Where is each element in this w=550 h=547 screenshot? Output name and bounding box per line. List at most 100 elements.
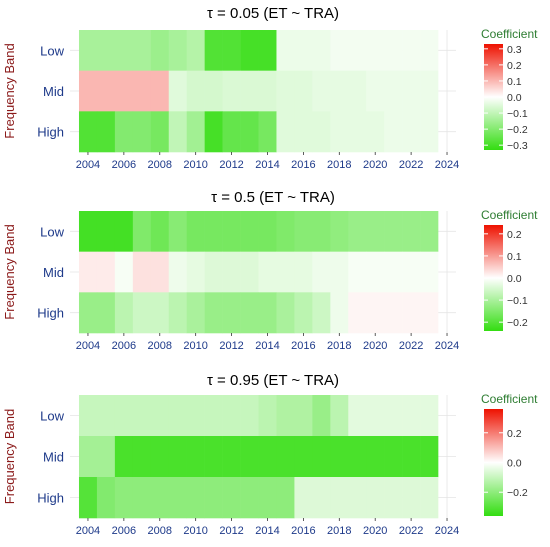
- heatmap-cell: [420, 292, 439, 334]
- heatmap-cell: [78, 395, 98, 437]
- legend-tick-label: −0.1: [507, 295, 528, 307]
- heatmap-cell: [366, 477, 385, 519]
- heatmap-cell: [204, 292, 223, 334]
- x-tick-label: 2012: [219, 525, 243, 537]
- heatmap-cell: [312, 395, 331, 437]
- panel-title: τ = 0.95 (ET ~ TRA): [207, 372, 339, 389]
- heatmap-cell: [240, 70, 259, 112]
- y-tick-label: Mid: [43, 84, 64, 99]
- legend-tick-label: −0.3: [507, 140, 528, 152]
- heatmap-cell: [96, 436, 116, 478]
- x-tick-label: 2004: [76, 159, 100, 171]
- heatmap-cell: [132, 395, 152, 437]
- heatmap-cell: [186, 477, 205, 519]
- heatmap-cell: [258, 436, 277, 478]
- heatmap-cell: [330, 251, 349, 293]
- heatmap-cell: [150, 477, 170, 519]
- x-tick-label: 2022: [399, 525, 423, 537]
- heatmap-cell: [420, 477, 439, 519]
- heatmap-cell: [348, 251, 367, 293]
- heatmap-cell: [168, 292, 187, 334]
- y-tick-label: Low: [40, 224, 64, 239]
- legend-tick-label: 0.1: [507, 251, 522, 263]
- heatmap-cell: [312, 477, 331, 519]
- heatmap-cell: [384, 30, 403, 71]
- x-tick-label: 2006: [112, 525, 136, 537]
- heatmap-cell: [294, 251, 313, 293]
- x-tick-label: 2024: [435, 159, 459, 171]
- heatmap-cell: [348, 436, 367, 478]
- x-tick-label: 2018: [327, 159, 351, 171]
- heatmap-cell: [114, 292, 134, 334]
- x-tick-label: 2012: [219, 159, 243, 171]
- heatmap-cell: [186, 30, 205, 71]
- x-tick-label: 2010: [183, 340, 207, 352]
- heatmap-cell: [258, 477, 277, 519]
- x-tick-label: 2004: [76, 525, 100, 537]
- heatmap-cell: [168, 30, 187, 71]
- heatmap-cell: [150, 292, 170, 334]
- legend-tick-label: 0.2: [507, 229, 522, 241]
- x-tick-label: 2008: [148, 340, 172, 352]
- x-tick-label: 2022: [399, 159, 423, 171]
- heatmap-cell: [258, 211, 277, 252]
- legend-tick-label: −0.2: [507, 487, 528, 499]
- panel-2: τ = 0.5 (ET ~ TRA) Frequency Band Low Mid Hi…: [2, 189, 538, 352]
- heatmap-cell: [420, 436, 439, 478]
- heatmap-cell: [78, 111, 98, 153]
- legend-colorbar: [484, 225, 503, 331]
- x-tick-label: 2016: [291, 340, 315, 352]
- heatmap-cell: [348, 111, 367, 153]
- heatmap-cell: [96, 292, 116, 334]
- heatmap-cell: [258, 292, 277, 334]
- heatmap-cell: [96, 477, 116, 519]
- y-tick-label: High: [37, 491, 64, 506]
- heatmap-cell: [294, 436, 313, 478]
- heatmap-cell: [240, 477, 259, 519]
- legend-tick-label: 0.1: [507, 76, 522, 88]
- heatmap-cell: [294, 395, 313, 437]
- x-tick-label: 2016: [291, 525, 315, 537]
- heatmap-cell: [312, 292, 331, 334]
- heatmap-cell: [312, 436, 331, 478]
- heatmap-cell: [366, 70, 385, 112]
- heatmap-cell: [384, 211, 403, 252]
- heatmap-cell: [258, 395, 277, 437]
- heatmap-cell: [348, 211, 367, 252]
- heatmap-cell: [402, 292, 421, 334]
- y-tick-label: Low: [40, 409, 64, 424]
- heatmap-cell: [348, 70, 367, 112]
- heatmap-cell: [78, 30, 98, 71]
- heatmap-cell: [294, 70, 313, 112]
- heatmap-cell: [330, 436, 349, 478]
- heatmap-cell: [114, 395, 134, 437]
- x-tick-label: 2020: [363, 159, 387, 171]
- heatmap-cell: [330, 30, 349, 71]
- heatmap-cell: [402, 477, 421, 519]
- heatmap-cell: [294, 292, 313, 334]
- heatmap-cell: [366, 251, 385, 293]
- heatmap-cell: [168, 436, 187, 478]
- heatmap-cell: [294, 477, 313, 519]
- heatmap-cell: [150, 30, 170, 71]
- y-tick-label: High: [37, 306, 64, 321]
- legend-tick-label: 0.2: [507, 60, 522, 72]
- heatmap-cell: [96, 30, 116, 71]
- x-tick-label: 2024: [435, 525, 459, 537]
- heatmap-cell: [204, 436, 223, 478]
- legend-tick-label: 0.0: [507, 458, 522, 470]
- heatmap-cell: [366, 436, 385, 478]
- heatmap-cell: [402, 211, 421, 252]
- heatmap-cell: [276, 211, 295, 252]
- heatmap-cell: [222, 211, 241, 252]
- legend-colorbar: [484, 44, 503, 150]
- heatmap-cell: [240, 395, 259, 437]
- heatmap-cell: [384, 436, 403, 478]
- x-tick-label: 2006: [112, 159, 136, 171]
- heatmap-cell: [222, 251, 241, 293]
- heatmap-cell: [294, 30, 313, 71]
- heatmap-cell: [132, 436, 152, 478]
- heatmap-cell: [330, 292, 349, 334]
- heatmap-cell: [276, 30, 295, 71]
- heatmap-cell: [132, 30, 152, 71]
